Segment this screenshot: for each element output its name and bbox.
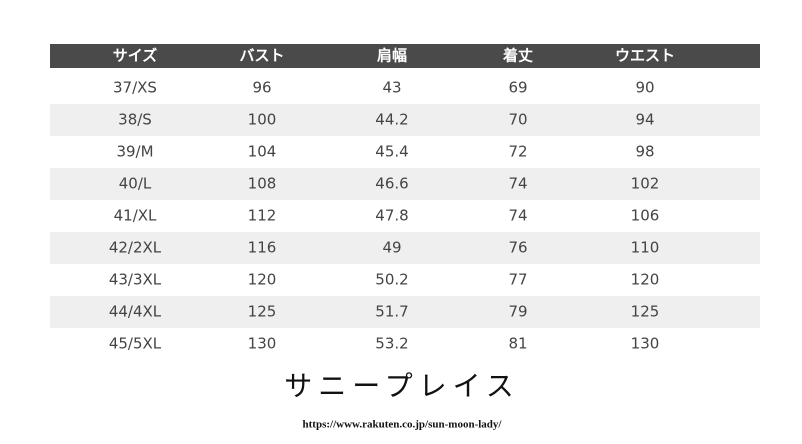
brand-name: サニープレイス: [284, 370, 519, 403]
table-cell: 40/L: [119, 175, 152, 193]
table-cell: 46.6: [375, 175, 408, 193]
table-cell: 38/S: [118, 111, 152, 129]
table-cell: 74: [508, 207, 527, 225]
table-cell: 37/XS: [113, 79, 157, 97]
table-cell: 125: [248, 303, 277, 321]
table-cell: 112: [248, 207, 277, 225]
table-cell: 116: [248, 239, 277, 257]
table-cell: 51.7: [375, 303, 408, 321]
table-cell: 90: [635, 79, 654, 97]
table-cell: 45/5XL: [109, 335, 162, 353]
table-cell: 44/4XL: [109, 303, 162, 321]
header-cell: バスト: [239, 47, 284, 65]
table-cell: 69: [508, 79, 527, 97]
table-cell: 120: [248, 271, 277, 289]
table-cell: 72: [508, 143, 527, 161]
table-cell: 45.4: [375, 143, 408, 161]
url: https://www.rakuten.co.jp/sun-moon-lady/: [303, 419, 503, 431]
table-cell: 42/2XL: [109, 239, 162, 257]
row-stripe: [50, 104, 760, 136]
table-cell: 76: [508, 239, 527, 257]
table-cell: 44.2: [375, 111, 408, 129]
header-cell: 着丈: [502, 47, 533, 65]
table-cell: 43: [382, 79, 401, 97]
table-cell: 96: [252, 79, 271, 97]
table-cell: 47.8: [375, 207, 408, 225]
table-cell: 104: [248, 143, 277, 161]
table-cell: 130: [631, 335, 660, 353]
table-cell: 50.2: [375, 271, 408, 289]
table-cell: 130: [248, 335, 277, 353]
row-stripe: [50, 168, 760, 200]
table-cell: 102: [631, 175, 660, 193]
table-cell: 100: [248, 111, 277, 129]
table-cell: 125: [631, 303, 660, 321]
header-cell: ウエスト: [615, 47, 675, 65]
table-cell: 77: [508, 271, 527, 289]
header-cell: サイズ: [113, 47, 158, 65]
table-cell: 120: [631, 271, 660, 289]
table-cell: 74: [508, 175, 527, 193]
table-cell: 41/XL: [114, 207, 157, 225]
table-cell: 108: [248, 175, 277, 193]
header-cell: 肩幅: [377, 47, 407, 65]
table-cell: 39/M: [116, 143, 153, 161]
row-stripe: [50, 232, 760, 264]
table-cell: 81: [508, 335, 527, 353]
table-cell: 94: [635, 111, 654, 129]
table-cell: 110: [631, 239, 660, 257]
row-stripe: [50, 296, 760, 328]
table-cell: 70: [508, 111, 527, 129]
table-cell: 53.2: [375, 335, 408, 353]
table-cell: 43/3XL: [109, 271, 162, 289]
table-cell: 98: [635, 143, 654, 161]
header-bar: [50, 44, 760, 68]
table-cell: 49: [382, 239, 401, 257]
table-cell: 79: [508, 303, 527, 321]
table-cell: 106: [631, 207, 660, 225]
